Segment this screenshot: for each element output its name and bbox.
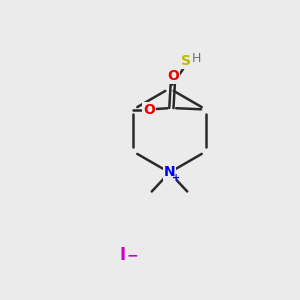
Text: +: + xyxy=(172,173,180,183)
Text: H: H xyxy=(192,52,201,65)
Text: I: I xyxy=(120,246,126,264)
Text: O: O xyxy=(167,69,179,83)
Text: −: − xyxy=(126,249,138,262)
Text: S: S xyxy=(181,54,191,68)
Text: O: O xyxy=(143,103,155,116)
Text: N: N xyxy=(164,166,175,179)
